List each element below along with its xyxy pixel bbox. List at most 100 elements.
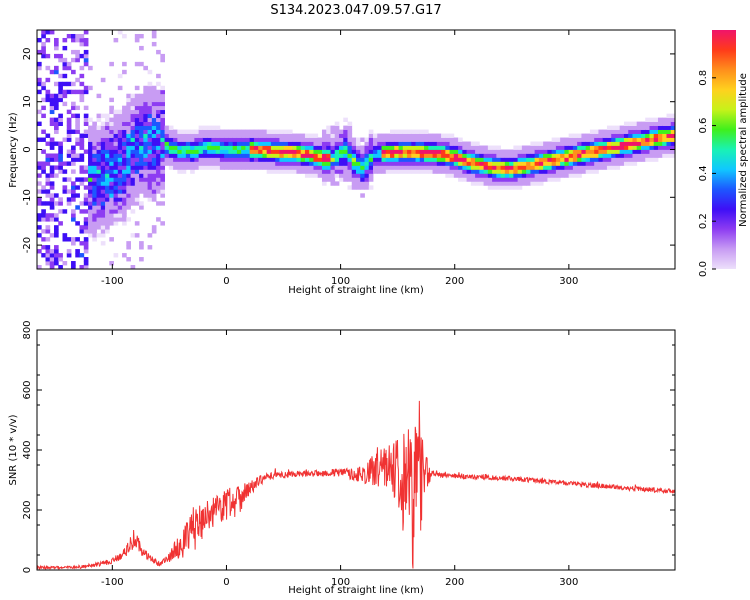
spectrogram-cell bbox=[479, 157, 484, 162]
spectrogram-cell bbox=[351, 165, 357, 170]
spectrogram-cell bbox=[143, 109, 148, 115]
spectrogram-cell bbox=[623, 129, 629, 134]
spectrogram-cell bbox=[453, 161, 459, 166]
spectrogram-cell bbox=[236, 153, 242, 158]
spectrogram-cell bbox=[623, 153, 629, 158]
spectrogram-cell bbox=[126, 205, 131, 210]
spectrogram-cell bbox=[100, 129, 106, 134]
spectrogram-cell bbox=[360, 181, 365, 186]
spectrogram-cell bbox=[343, 161, 348, 166]
spectrogram-cell bbox=[66, 189, 72, 194]
spectrogram-cell bbox=[236, 141, 242, 146]
spectrogram-cell bbox=[326, 149, 331, 154]
spectrogram-cell bbox=[317, 157, 323, 162]
spectrogram-cell bbox=[49, 105, 55, 111]
spectrogram-cell bbox=[572, 165, 578, 170]
spectrogram-cell bbox=[219, 149, 225, 154]
spectrogram-cell bbox=[402, 129, 408, 134]
spectrogram-cell bbox=[343, 145, 348, 150]
spectrogram-cell bbox=[394, 169, 399, 174]
spectrogram-cell bbox=[653, 149, 659, 154]
spectrogram-cell bbox=[670, 141, 676, 146]
spectrogram-cell bbox=[71, 181, 76, 186]
spectrogram-cell bbox=[653, 133, 659, 138]
spectrogram-cell bbox=[164, 141, 170, 146]
spectrogram-cell bbox=[54, 41, 59, 47]
spectrogram-cell bbox=[313, 165, 319, 170]
spectrogram-cell bbox=[228, 149, 234, 154]
spectrogram-cell bbox=[253, 157, 259, 162]
spectrogram-cell bbox=[151, 117, 157, 123]
spectrogram-cell bbox=[602, 141, 608, 146]
spectrogram-cell bbox=[147, 165, 153, 170]
spectrogram-cell bbox=[577, 161, 582, 166]
spectrogram-cell bbox=[37, 81, 42, 87]
spectrogram-cell bbox=[71, 197, 76, 202]
spectrogram-cell bbox=[572, 173, 578, 178]
spectrogram-cell bbox=[109, 217, 114, 222]
spectrogram-cell bbox=[619, 137, 625, 142]
spectrogram-cell bbox=[100, 241, 106, 246]
spectrogram-cell bbox=[117, 205, 123, 210]
spectrogram-cell bbox=[373, 145, 378, 150]
spectrogram-cell bbox=[71, 185, 76, 190]
spectrogram-cell bbox=[581, 153, 587, 158]
spectrogram-cell bbox=[83, 237, 89, 242]
spectrogram-cell bbox=[156, 185, 161, 190]
spectrogram-cell bbox=[564, 145, 570, 150]
spectrogram-cell bbox=[49, 233, 55, 238]
spectrogram-cell bbox=[334, 137, 340, 142]
spectrogram-cell bbox=[96, 137, 102, 142]
spectrogram-cell bbox=[496, 169, 502, 174]
spectrogram-cell bbox=[54, 101, 59, 107]
spectrogram-cell bbox=[266, 169, 272, 174]
spectrogram-cell bbox=[662, 141, 667, 146]
spectrogram-cell bbox=[54, 173, 59, 178]
spectrogram-cell bbox=[321, 177, 327, 182]
spectrogram-cell bbox=[304, 141, 310, 146]
spectrogram-cell bbox=[126, 201, 131, 206]
spectrogram-cell bbox=[666, 133, 672, 138]
spectrogram-cell bbox=[147, 181, 153, 186]
spectrogram-cell bbox=[509, 169, 514, 174]
spectrogram-cell bbox=[487, 145, 493, 150]
spectrogram-cell bbox=[122, 157, 127, 162]
spectrogram-cell bbox=[211, 129, 217, 134]
spectrogram-cell bbox=[270, 161, 276, 166]
spectrogram-cell bbox=[49, 117, 55, 123]
spectrogram-cell bbox=[428, 133, 433, 138]
spectrogram-cell bbox=[92, 237, 97, 242]
spectrogram-cell bbox=[649, 137, 655, 142]
spectrogram-cell bbox=[143, 93, 148, 99]
spectrogram-cell bbox=[54, 225, 59, 230]
spectrogram-cell bbox=[151, 89, 157, 95]
spectrogram-cell bbox=[253, 145, 259, 150]
spectrogram-cell bbox=[79, 141, 85, 146]
spectrogram-cell bbox=[134, 133, 140, 138]
spectrogram-cell bbox=[394, 165, 399, 170]
spectrogram-cell bbox=[130, 145, 136, 150]
spectrogram-cell bbox=[54, 129, 59, 134]
spectrogram-cell bbox=[283, 153, 289, 158]
spectrogram-cell bbox=[139, 185, 144, 190]
spectrogram-x-ticks: -100 0 100 200 300 bbox=[101, 30, 578, 287]
spectrogram-cell bbox=[458, 157, 463, 162]
spectrogram-cell bbox=[181, 165, 187, 170]
spectrogram-cell bbox=[79, 201, 85, 206]
spectrogram-cell bbox=[219, 161, 225, 166]
colorbar-tick-label: 0.8 bbox=[698, 70, 709, 86]
spectrogram-cell bbox=[241, 129, 246, 134]
spectrogram-cell bbox=[215, 125, 221, 130]
spectrogram-cell bbox=[156, 129, 161, 134]
spectrogram-cell bbox=[41, 45, 46, 51]
spectrogram-cell bbox=[88, 189, 93, 194]
spectrogram-cell bbox=[623, 141, 629, 146]
spectrogram-cell bbox=[151, 101, 157, 107]
spectrogram-cell bbox=[347, 165, 353, 170]
spectrogram-cell bbox=[41, 85, 46, 91]
spectrogram-cell bbox=[79, 253, 85, 258]
spectrogram-cell bbox=[445, 169, 450, 174]
spectrogram-cell bbox=[317, 169, 323, 174]
spectrogram-cell bbox=[151, 229, 157, 234]
spectrogram-cell bbox=[636, 157, 642, 162]
